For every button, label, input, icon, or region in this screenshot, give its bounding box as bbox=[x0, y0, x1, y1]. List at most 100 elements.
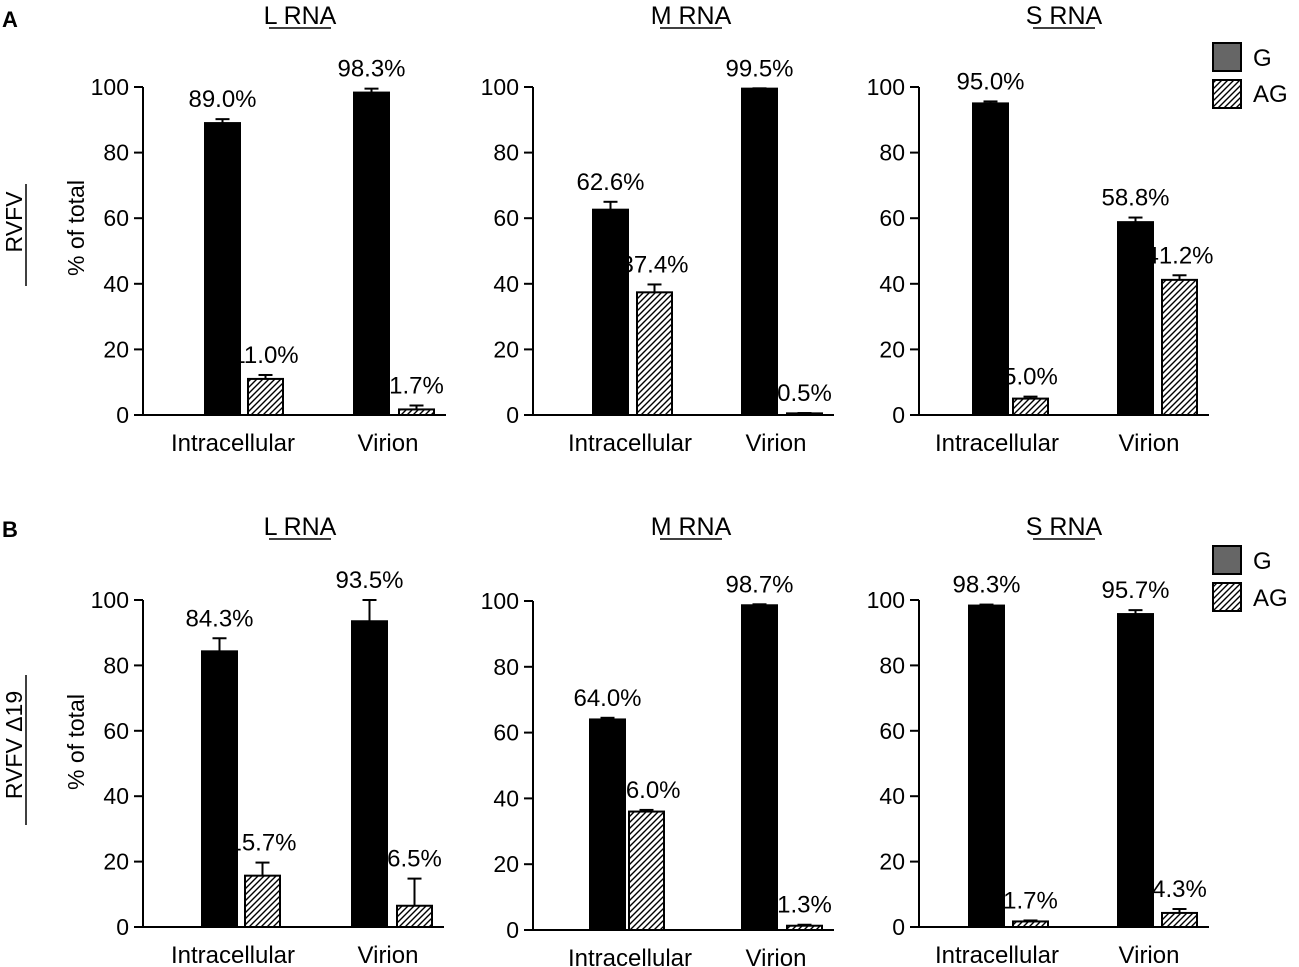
y-tick-label: 80 bbox=[879, 140, 905, 166]
category-label: Intracellular bbox=[568, 945, 692, 967]
chart-0: L RNA 0 20 40 60 80 100 Intracellular Virion 89.0… bbox=[91, 2, 446, 457]
chart-5: S RNA 0 20 40 60 80 100 Intracellular Virion 98.3… bbox=[867, 513, 1209, 967]
legend-b-swatch-ag bbox=[1212, 582, 1242, 612]
value-label: 98.3% bbox=[952, 572, 1020, 599]
y-axis-title-a: % of total bbox=[63, 180, 89, 276]
legend-b-label-ag: AG bbox=[1253, 585, 1288, 612]
y-tick-label: 100 bbox=[91, 74, 129, 100]
value-label: 62.6% bbox=[576, 169, 644, 196]
row-label-b: RVFV Δ19 bbox=[1, 691, 27, 799]
value-label: 1.7% bbox=[1003, 887, 1058, 914]
bar-ag bbox=[628, 810, 665, 931]
value-label: 5.0% bbox=[1003, 364, 1058, 391]
y-tick-label: 0 bbox=[892, 914, 905, 940]
value-label: 41.2% bbox=[1145, 242, 1213, 269]
y-tick-label: 60 bbox=[879, 718, 905, 744]
bar-g bbox=[351, 620, 388, 928]
y-tick-label: 80 bbox=[493, 654, 519, 680]
category-label: Intracellular bbox=[171, 430, 295, 457]
category-label: Virion bbox=[1119, 942, 1180, 967]
y-tick-label: 20 bbox=[879, 336, 905, 362]
bar-ag bbox=[1012, 397, 1049, 417]
y-tick-label: 0 bbox=[506, 402, 519, 428]
y-tick-label: 60 bbox=[103, 205, 129, 231]
value-label: 4.3% bbox=[1152, 876, 1207, 903]
bar-g bbox=[204, 122, 241, 417]
category-label: Intracellular bbox=[568, 430, 692, 457]
bar-ag bbox=[247, 377, 284, 417]
y-tick-label: 40 bbox=[103, 783, 129, 809]
bar-ag bbox=[396, 904, 433, 928]
y-tick-label: 100 bbox=[481, 588, 519, 614]
y-tick-label: 80 bbox=[879, 652, 905, 678]
bar-ag bbox=[1012, 920, 1049, 928]
bar-ag bbox=[398, 408, 435, 417]
bar-g bbox=[589, 718, 626, 931]
category-label: Virion bbox=[1119, 430, 1180, 457]
legend-a: G AG bbox=[1212, 42, 1288, 109]
bar-g bbox=[741, 604, 778, 931]
bar-g bbox=[592, 208, 629, 416]
bar-ag bbox=[1161, 911, 1198, 929]
bar-g bbox=[968, 604, 1005, 929]
y-tick-label: 0 bbox=[892, 402, 905, 428]
y-tick-label: 60 bbox=[103, 718, 129, 744]
y-tick-label: 20 bbox=[493, 851, 519, 877]
value-label: 6.5% bbox=[387, 846, 442, 873]
category-label: Virion bbox=[746, 430, 807, 457]
y-tick-label: 80 bbox=[493, 140, 519, 166]
chart-title: S RNA bbox=[1026, 513, 1103, 541]
legend-a-label-ag: AG bbox=[1253, 81, 1288, 108]
legend-a-swatch-ag bbox=[1212, 79, 1242, 109]
y-tick-label: 20 bbox=[493, 336, 519, 362]
y-tick-label: 100 bbox=[91, 587, 129, 613]
y-tick-label: 40 bbox=[103, 271, 129, 297]
category-label: Virion bbox=[358, 942, 419, 967]
category-label: Intracellular bbox=[935, 942, 1059, 967]
y-tick-label: 80 bbox=[103, 140, 129, 166]
y-tick-label: 60 bbox=[493, 205, 519, 231]
category-label: Virion bbox=[358, 430, 419, 457]
bar-ag bbox=[786, 924, 823, 932]
bar-g bbox=[741, 87, 778, 416]
y-tick-label: 100 bbox=[481, 74, 519, 100]
value-label: 15.7% bbox=[228, 830, 296, 857]
bar-g bbox=[1117, 221, 1154, 416]
value-label: 64.0% bbox=[573, 685, 641, 712]
y-tick-label: 60 bbox=[493, 720, 519, 746]
category-label: Intracellular bbox=[171, 942, 295, 967]
legend-b-swatch-g bbox=[1212, 545, 1242, 575]
y-tick-label: 100 bbox=[867, 587, 905, 613]
y-tick-label: 40 bbox=[879, 271, 905, 297]
value-label: 36.0% bbox=[612, 777, 680, 804]
y-tick-label: 20 bbox=[879, 849, 905, 875]
row-label-a-text: RVFV bbox=[1, 191, 27, 253]
value-label: 95.0% bbox=[956, 68, 1024, 95]
y-tick-label: 0 bbox=[506, 917, 519, 943]
charts: L RNA 0 20 40 60 80 100 Intracellular Virion 89.0… bbox=[91, 2, 1214, 967]
bar-ag bbox=[244, 874, 281, 929]
chart-title: M RNA bbox=[651, 2, 732, 30]
value-label: 89.0% bbox=[188, 86, 256, 113]
legend-b-label-g: G bbox=[1253, 548, 1272, 575]
chart-title: S RNA bbox=[1026, 2, 1103, 30]
value-label: 11.0% bbox=[232, 342, 298, 369]
chart-title: L RNA bbox=[264, 2, 337, 30]
y-tick-label: 0 bbox=[116, 402, 129, 428]
row-label-a: RVFV bbox=[1, 191, 27, 253]
bar-ag bbox=[636, 291, 673, 416]
bar-g bbox=[353, 91, 390, 417]
value-label: 58.8% bbox=[1101, 185, 1169, 212]
y-tick-label: 20 bbox=[103, 849, 129, 875]
y-tick-label: 40 bbox=[493, 271, 519, 297]
value-label: 98.7% bbox=[725, 571, 793, 598]
legend-a-label-g: G bbox=[1253, 45, 1272, 72]
y-tick-label: 20 bbox=[103, 336, 129, 362]
value-label: 98.3% bbox=[337, 56, 405, 83]
y-tick-label: 0 bbox=[116, 914, 129, 940]
value-label: 0.5% bbox=[777, 380, 832, 407]
legend-b: G AG bbox=[1212, 545, 1288, 612]
chart-title: M RNA bbox=[651, 513, 732, 541]
value-label: 84.3% bbox=[185, 605, 253, 632]
